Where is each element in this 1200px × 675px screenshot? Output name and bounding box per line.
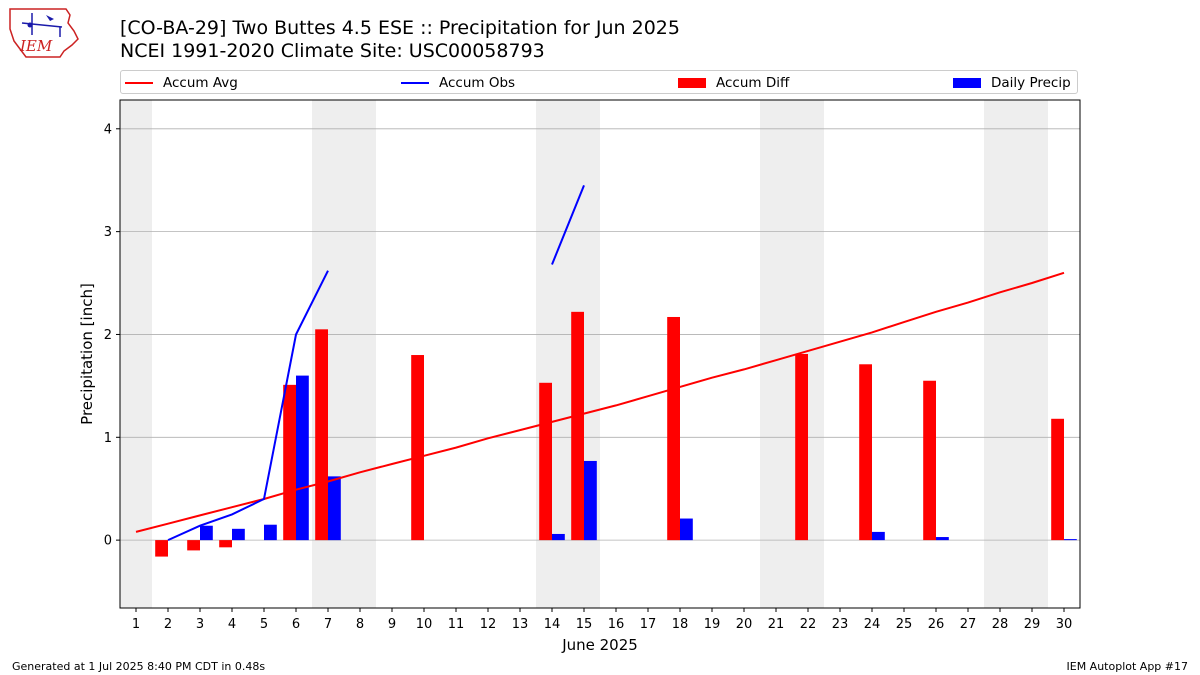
y-axis-label: Precipitation [inch]: [78, 283, 96, 425]
plot-frame: [119, 99, 1081, 609]
x-tick-label: 14: [544, 617, 561, 632]
x-tick-label: 12: [480, 617, 497, 632]
accum-diff-bar: [283, 384, 296, 541]
legend-swatch: [953, 78, 981, 88]
chart-subtitle: NCEI 1991-2020 Climate Site: USC00058793: [120, 40, 545, 62]
accum-diff-bar: [155, 540, 168, 557]
x-tick-label: 25: [896, 617, 913, 632]
x-tick-label: 11: [448, 617, 465, 632]
accum-diff-bar: [795, 354, 808, 541]
accum-diff-bar: [219, 540, 232, 548]
weekend-shade: [1016, 100, 1048, 608]
legend-item-accum-diff: Accum Diff: [678, 74, 789, 92]
x-tick-label: 28: [992, 617, 1009, 632]
x-tick-label: 18: [672, 617, 689, 632]
iem-logo: IEM: [9, 8, 79, 58]
legend-item-daily-precip: Daily Precip: [953, 74, 1071, 92]
daily-precip-bar: [200, 525, 213, 541]
accum-diff-bar: [859, 364, 872, 541]
legend-label: Accum Obs: [439, 75, 516, 91]
accum-avg-line: [135, 271, 1065, 533]
x-tick-label: 23: [832, 617, 849, 632]
generated-note: Generated at 1 Jul 2025 8:40 PM CDT in 0…: [12, 660, 266, 673]
legend: Accum Avg Accum Obs Accum Diff Daily Pre…: [120, 70, 1078, 94]
x-tick-label: 15: [576, 617, 593, 632]
accum-diff-bar: [539, 382, 552, 541]
legend-swatch: [401, 82, 429, 84]
daily-precip-bar: [872, 531, 885, 541]
legend-label: Accum Avg: [163, 75, 238, 91]
x-tick-label: 17: [640, 617, 657, 632]
x-tick-label: 6: [292, 617, 300, 632]
accum-obs-line: [551, 185, 585, 265]
legend-swatch: [125, 82, 153, 84]
legend-item-accum-avg: Accum Avg: [125, 74, 238, 92]
x-tick-label: 21: [768, 617, 785, 632]
x-tick-label: 16: [608, 617, 625, 632]
accum-diff-bar: [667, 316, 680, 541]
weekend-shade: [120, 100, 152, 608]
weekend-shade: [984, 100, 1016, 608]
daily-precip-bar: [680, 518, 693, 541]
x-tick-label: 5: [260, 617, 268, 632]
y-tick-label: 4: [104, 122, 112, 137]
accum-diff-bar: [923, 380, 936, 541]
accum-diff-bar: [315, 329, 328, 541]
x-tick-label: 30: [1056, 617, 1073, 632]
x-tick-label: 24: [864, 617, 881, 632]
app-note: IEM Autoplot App #17: [1066, 660, 1189, 673]
x-tick-label: 1: [132, 617, 140, 632]
accum-diff-bar: [187, 540, 200, 551]
x-tick-label: 27: [960, 617, 977, 632]
x-tick-label: 8: [356, 617, 364, 632]
daily-precip-bar: [1064, 539, 1077, 541]
x-tick-label: 9: [388, 617, 396, 632]
x-tick-label: 20: [736, 617, 753, 632]
y-tick-label: 3: [104, 225, 112, 240]
weekend-shade: [344, 100, 376, 608]
daily-precip-bar: [552, 533, 565, 541]
y-tick-label: 1: [104, 431, 112, 446]
chart-title: [CO-BA-29] Two Buttes 4.5 ESE :: Precipi…: [120, 17, 680, 39]
x-tick-label: 10: [416, 617, 433, 632]
daily-precip-bar: [264, 524, 277, 541]
accum-obs-line: [167, 270, 329, 542]
daily-precip-bar: [232, 528, 245, 541]
x-tick-label: 29: [1024, 617, 1041, 632]
y-tick-label: 0: [104, 534, 112, 549]
daily-precip-bar: [328, 476, 341, 541]
x-tick-label: 2: [164, 617, 172, 632]
daily-precip-bar: [584, 460, 597, 541]
accum-diff-bar: [411, 355, 424, 541]
y-tick-label: 2: [104, 328, 112, 343]
iowa-outline-icon: [9, 8, 79, 58]
x-tick-label: 4: [228, 617, 236, 632]
daily-precip-bar: [296, 375, 309, 541]
x-tick-label: 19: [704, 617, 721, 632]
x-tick-label: 22: [800, 617, 817, 632]
accum-diff-bar: [1051, 418, 1064, 541]
logo-text: IEM: [19, 37, 53, 55]
x-tick-label: 7: [324, 617, 332, 632]
legend-label: Accum Diff: [716, 75, 790, 91]
x-tick-label: 3: [196, 617, 204, 632]
legend-label: Daily Precip: [991, 75, 1071, 91]
x-axis-label: June 2025: [561, 636, 638, 654]
accum-diff-bar: [571, 311, 584, 541]
weekend-shade: [760, 100, 792, 608]
daily-precip-bar: [936, 537, 949, 541]
legend-item-accum-obs: Accum Obs: [401, 74, 515, 92]
legend-swatch: [678, 78, 706, 88]
x-tick-label: 13: [512, 617, 529, 632]
x-tick-label: 26: [928, 617, 945, 632]
